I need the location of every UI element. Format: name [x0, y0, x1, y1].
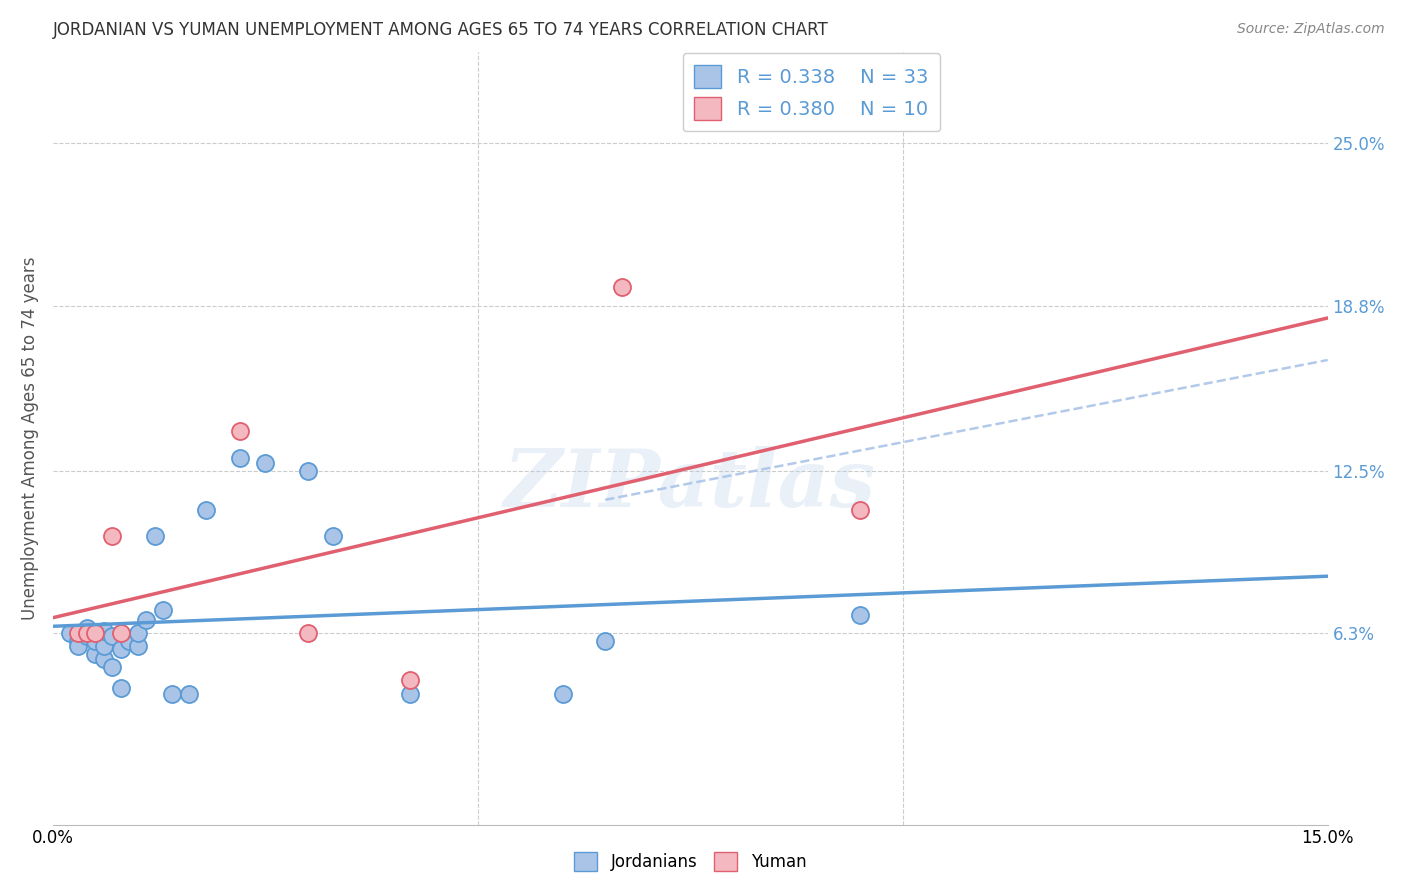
Point — [254, 456, 277, 470]
Text: JORDANIAN VS YUMAN UNEMPLOYMENT AMONG AGES 65 TO 74 YEARS CORRELATION CHART: JORDANIAN VS YUMAN UNEMPLOYMENT AMONG AG… — [52, 21, 828, 39]
Point — [76, 626, 98, 640]
Point — [127, 626, 149, 640]
Point — [110, 681, 132, 696]
Y-axis label: Unemployment Among Ages 65 to 74 years: Unemployment Among Ages 65 to 74 years — [21, 256, 39, 620]
Point — [551, 686, 574, 700]
Point — [143, 529, 166, 543]
Point — [118, 634, 141, 648]
Point — [84, 626, 107, 640]
Point — [101, 529, 124, 543]
Point — [593, 634, 616, 648]
Point — [398, 673, 420, 688]
Point — [93, 652, 115, 666]
Point — [76, 621, 98, 635]
Point — [127, 640, 149, 654]
Point — [297, 464, 319, 478]
Point — [59, 626, 82, 640]
Point — [135, 613, 157, 627]
Point — [84, 647, 107, 661]
Point — [67, 634, 90, 648]
Point — [849, 503, 872, 517]
Point — [849, 607, 872, 622]
Point — [76, 626, 98, 640]
Point — [228, 425, 250, 439]
Legend: Jordanians, Yuman: Jordanians, Yuman — [568, 846, 813, 878]
Point — [612, 280, 634, 294]
Text: Source: ZipAtlas.com: Source: ZipAtlas.com — [1237, 22, 1385, 37]
Point — [110, 642, 132, 657]
Point — [93, 640, 115, 654]
Point — [228, 450, 250, 465]
Point — [297, 626, 319, 640]
Point — [67, 640, 90, 654]
Point — [152, 602, 174, 616]
Text: ZIPatlas: ZIPatlas — [505, 446, 876, 524]
Point — [160, 686, 183, 700]
Point — [101, 629, 124, 643]
Point — [84, 626, 107, 640]
Point — [398, 686, 420, 700]
Point — [93, 624, 115, 638]
Point — [110, 626, 132, 640]
Point — [67, 626, 90, 640]
Point — [194, 503, 217, 517]
Point — [177, 686, 200, 700]
Point — [322, 529, 344, 543]
Point — [76, 629, 98, 643]
Point — [101, 660, 124, 674]
Point — [84, 634, 107, 648]
